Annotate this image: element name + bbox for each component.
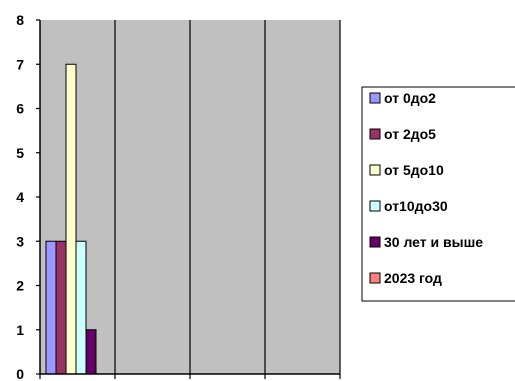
legend-label: от 5до10	[384, 162, 444, 178]
legend-label: 30 лет и выше	[384, 234, 483, 250]
legend-swatch	[369, 128, 381, 140]
y-tick-label: 2	[16, 278, 24, 294]
y-tick-label: 3	[16, 233, 24, 249]
legend-label: от 2до5	[384, 126, 436, 142]
legend: от 0до2 от 2до5 от 5до10 от10до30 30 лет и в…	[361, 86, 515, 302]
y-tick-label: 1	[16, 322, 24, 338]
bar-series-5-cat-1	[85, 329, 97, 375]
y-tick-label: 0	[16, 366, 24, 381]
legend-swatch	[369, 200, 381, 212]
bar-series-2-cat-1	[55, 240, 67, 375]
legend-swatch	[369, 164, 381, 176]
bar-series-1-cat-1	[45, 240, 57, 375]
y-tick-label: 5	[16, 145, 24, 161]
legend-swatch	[369, 92, 381, 104]
axes	[36, 19, 341, 379]
bar-series-4-cat-1	[75, 240, 87, 375]
legend-label: 2023 год	[384, 270, 442, 286]
y-tick-label: 6	[16, 101, 24, 117]
bar-series-3-cat-1	[65, 63, 77, 375]
legend-label: от10до30	[384, 198, 448, 214]
y-tick-label: 7	[16, 56, 24, 72]
y-tick-label: 8	[16, 12, 24, 28]
legend-box	[361, 86, 515, 302]
legend-swatch	[369, 272, 381, 284]
legend-swatch	[369, 236, 381, 248]
legend-label: от 0до2	[384, 90, 436, 106]
y-tick-label: 4	[16, 189, 24, 205]
y-tick-labels: 0 1 2 3 4 5 6 7 8	[16, 12, 24, 381]
grid-lines	[114, 20, 341, 374]
